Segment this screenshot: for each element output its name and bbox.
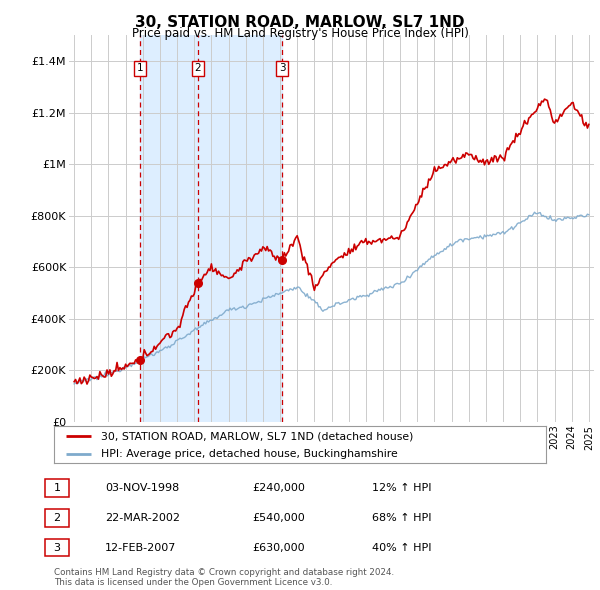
Text: £630,000: £630,000 (252, 543, 305, 552)
Text: 3: 3 (279, 63, 286, 73)
Text: 12% ↑ HPI: 12% ↑ HPI (372, 483, 431, 493)
Text: £240,000: £240,000 (252, 483, 305, 493)
Text: 1: 1 (137, 63, 143, 73)
Text: 1: 1 (53, 483, 61, 493)
Text: 22-MAR-2002: 22-MAR-2002 (105, 513, 180, 523)
Text: 3: 3 (53, 543, 61, 552)
Text: 2: 2 (53, 513, 61, 523)
Text: 40% ↑ HPI: 40% ↑ HPI (372, 543, 431, 552)
Text: Price paid vs. HM Land Registry's House Price Index (HPI): Price paid vs. HM Land Registry's House … (131, 27, 469, 40)
Text: Contains HM Land Registry data © Crown copyright and database right 2024.
This d: Contains HM Land Registry data © Crown c… (54, 568, 394, 587)
Text: 2: 2 (195, 63, 202, 73)
Text: 30, STATION ROAD, MARLOW, SL7 1ND (detached house): 30, STATION ROAD, MARLOW, SL7 1ND (detac… (101, 431, 413, 441)
Text: £540,000: £540,000 (252, 513, 305, 523)
Text: 03-NOV-1998: 03-NOV-1998 (105, 483, 179, 493)
Text: 30, STATION ROAD, MARLOW, SL7 1ND: 30, STATION ROAD, MARLOW, SL7 1ND (135, 15, 465, 30)
Text: HPI: Average price, detached house, Buckinghamshire: HPI: Average price, detached house, Buck… (101, 449, 397, 459)
Text: 12-FEB-2007: 12-FEB-2007 (105, 543, 176, 552)
Text: 68% ↑ HPI: 68% ↑ HPI (372, 513, 431, 523)
Bar (140, 35, 282, 422)
